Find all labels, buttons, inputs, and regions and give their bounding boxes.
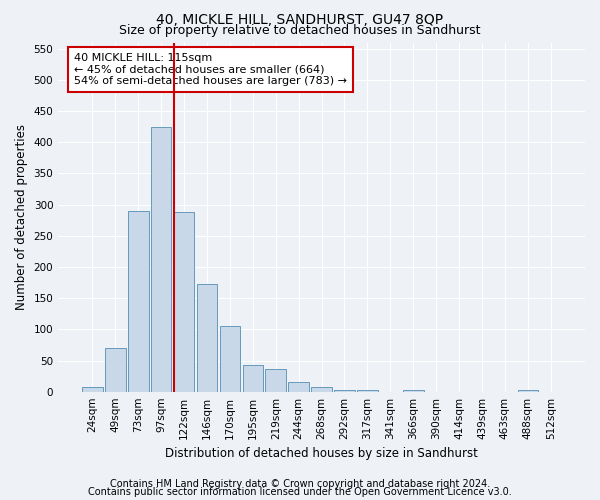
Bar bbox=[220, 326, 240, 392]
Text: 40, MICKLE HILL, SANDHURST, GU47 8QP: 40, MICKLE HILL, SANDHURST, GU47 8QP bbox=[157, 12, 443, 26]
Text: Contains HM Land Registry data © Crown copyright and database right 2024.: Contains HM Land Registry data © Crown c… bbox=[110, 479, 490, 489]
Bar bbox=[265, 368, 286, 392]
Bar bbox=[197, 284, 217, 392]
Bar bbox=[82, 388, 103, 392]
Bar bbox=[311, 388, 332, 392]
Text: 40 MICKLE HILL: 115sqm
← 45% of detached houses are smaller (664)
54% of semi-de: 40 MICKLE HILL: 115sqm ← 45% of detached… bbox=[74, 53, 347, 86]
Bar bbox=[357, 390, 378, 392]
Bar bbox=[289, 382, 309, 392]
Bar bbox=[128, 211, 149, 392]
Y-axis label: Number of detached properties: Number of detached properties bbox=[15, 124, 28, 310]
Bar bbox=[242, 365, 263, 392]
Bar bbox=[334, 390, 355, 392]
Bar bbox=[403, 390, 424, 392]
Bar bbox=[151, 126, 172, 392]
Text: Contains public sector information licensed under the Open Government Licence v3: Contains public sector information licen… bbox=[88, 487, 512, 497]
Bar bbox=[518, 390, 538, 392]
X-axis label: Distribution of detached houses by size in Sandhurst: Distribution of detached houses by size … bbox=[165, 447, 478, 460]
Text: Size of property relative to detached houses in Sandhurst: Size of property relative to detached ho… bbox=[119, 24, 481, 37]
Bar bbox=[174, 212, 194, 392]
Bar bbox=[105, 348, 125, 392]
